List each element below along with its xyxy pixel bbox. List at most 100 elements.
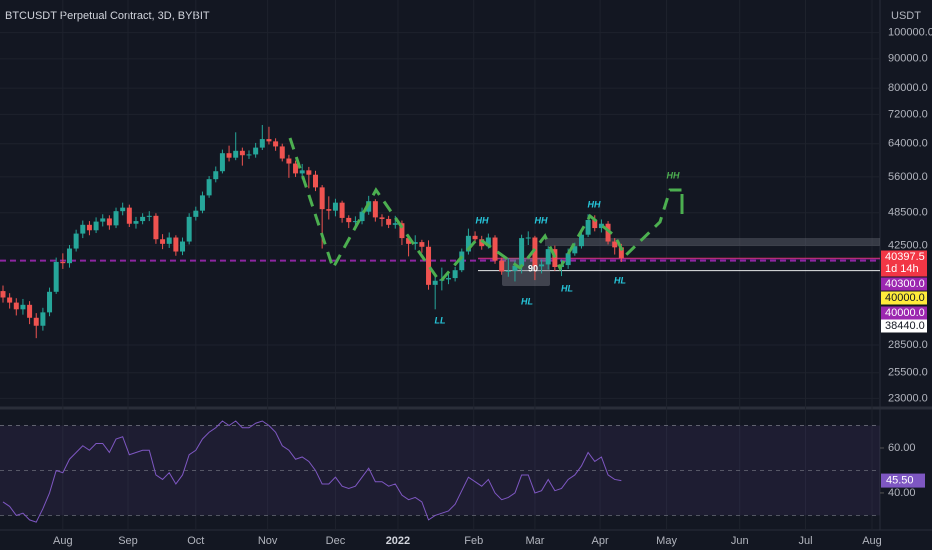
y-tick-label: 48500.0 (888, 207, 928, 219)
candle-body (133, 221, 139, 224)
price-tag-label: 40300.0 (885, 278, 925, 290)
x-tick-label: Jul (798, 535, 812, 547)
candle-body (359, 211, 365, 222)
rsi-tag (881, 473, 925, 488)
candle-body (552, 249, 558, 267)
annotation: HL (521, 296, 533, 306)
zone (545, 238, 880, 246)
candle-body (286, 158, 292, 164)
price-tag-countdown: 1d 14h (885, 263, 919, 275)
candle-body (126, 207, 132, 224)
x-tick-label: 2022 (386, 535, 410, 547)
candle-body (445, 278, 451, 280)
candle-body (312, 174, 318, 188)
candle-body (585, 220, 591, 235)
y-tick-label: 80000.0 (888, 82, 928, 94)
candle-body (452, 270, 458, 279)
price-tag (881, 250, 927, 277)
candle-body (612, 241, 618, 248)
candle-body (253, 147, 259, 155)
candle-body (565, 253, 571, 266)
candle-body (73, 233, 79, 249)
candle-body (239, 150, 245, 156)
candle-body (219, 153, 225, 172)
candle-body (259, 139, 265, 148)
candle-body (120, 207, 126, 212)
candle-body (27, 304, 33, 318)
candle-body (246, 154, 252, 156)
candle-body (40, 312, 46, 326)
candle-body (33, 317, 39, 326)
chart-title: BTCUSDT Perpetual Contract, 3D, BYBIT (5, 10, 210, 22)
annotation: 90 (528, 263, 538, 273)
candle-body (186, 216, 192, 242)
drawing-zigzag (288, 137, 682, 285)
y-tick-label: 23000.0 (888, 392, 928, 404)
annotation: HH (535, 215, 548, 225)
x-tick-label: Dec (326, 535, 346, 547)
candle-body (0, 291, 6, 298)
candle-body (47, 291, 53, 313)
candle-body (233, 150, 239, 158)
candle-body (545, 249, 551, 265)
y-tick-label: 25500.0 (888, 367, 928, 379)
y-tick-label: 42500.0 (888, 239, 928, 251)
candle-body (578, 234, 584, 247)
y-tick-label: 56000.0 (888, 171, 928, 183)
currency-label: USDT (891, 10, 921, 22)
candle-body (618, 247, 624, 259)
candle-body (366, 201, 372, 212)
price-tag (881, 306, 927, 320)
candle-body (146, 215, 152, 217)
candle-body (199, 195, 205, 211)
candle-body (352, 221, 358, 223)
y-tick-label: 90000.0 (888, 53, 928, 65)
candle-body (86, 224, 92, 231)
candle-body (386, 218, 392, 225)
annotation: HL (614, 275, 626, 285)
candle-body (346, 217, 352, 223)
candle-body (319, 187, 325, 210)
candle-body (13, 302, 19, 310)
candle-body (7, 297, 13, 303)
candle-body (332, 202, 338, 211)
annotation: HH (667, 170, 680, 180)
candle-body (432, 280, 438, 285)
y-tick-label: 100000.0 (888, 27, 932, 39)
candle-body (226, 153, 232, 158)
x-tick-label: Nov (258, 535, 278, 547)
annotation: LL (435, 315, 446, 325)
x-tick-label: Apr (592, 535, 609, 547)
candle-body (539, 264, 545, 267)
rsi-tag-label: 45.50 (886, 474, 914, 486)
candle-body (572, 246, 578, 254)
candle-body (598, 223, 604, 229)
candle-body (505, 270, 511, 272)
candle-body (60, 261, 66, 264)
y-tick-label: 40.00 (888, 487, 916, 499)
candle-body (206, 179, 212, 196)
candle-body (525, 237, 531, 239)
candle-body (213, 171, 219, 180)
x-tick-label: Jun (731, 535, 749, 547)
y-tick-label: 28500.0 (888, 339, 928, 351)
candle-body (519, 238, 525, 266)
price-tag-label: 40397.5 (885, 251, 925, 263)
candle-body (266, 139, 272, 142)
candle-body (465, 235, 471, 252)
candle-body (479, 239, 485, 247)
candle-body (153, 215, 159, 240)
candle-body (399, 223, 405, 239)
candle-body (532, 237, 538, 267)
x-tick-label: Feb (464, 535, 483, 547)
annotation: HH (476, 215, 489, 225)
y-tick-label: 60.00 (888, 442, 916, 454)
candle-body (180, 241, 186, 252)
rsi-line (2, 420, 622, 523)
candle-body (293, 163, 299, 174)
x-tick-label: Sep (118, 535, 138, 547)
candle-body (372, 201, 378, 218)
